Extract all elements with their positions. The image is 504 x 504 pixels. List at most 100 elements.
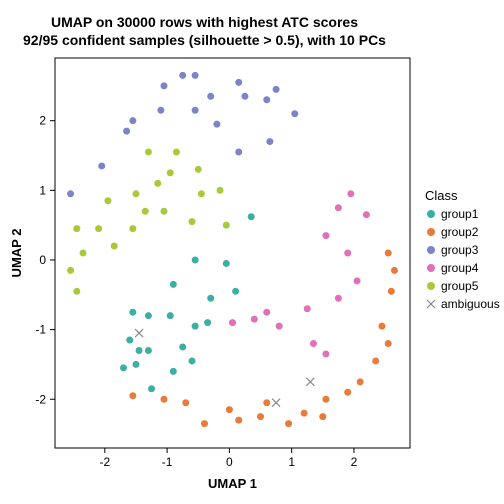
- point-group5: [195, 166, 202, 173]
- point-group5: [111, 243, 118, 250]
- point-group4: [344, 250, 351, 257]
- point-group2: [301, 410, 308, 417]
- point-group5: [73, 288, 80, 295]
- point-group1: [223, 260, 230, 267]
- point-group1: [207, 295, 214, 302]
- point-group5: [160, 208, 167, 215]
- point-group5: [73, 225, 80, 232]
- legend-label-ambiguous: ambiguous: [441, 297, 500, 311]
- point-group2: [322, 396, 329, 403]
- point-group1: [148, 385, 155, 392]
- point-group1: [192, 323, 199, 330]
- point-group2: [391, 267, 398, 274]
- x-tick-label: 0: [226, 455, 233, 469]
- point-group1: [167, 312, 174, 319]
- point-group5: [217, 187, 224, 194]
- point-group3: [207, 93, 214, 100]
- point-group2: [344, 389, 351, 396]
- legend-swatch-group5: [427, 282, 435, 290]
- point-group4: [322, 232, 329, 239]
- point-group2: [263, 399, 270, 406]
- point-group5: [104, 197, 111, 204]
- point-group2: [226, 406, 233, 413]
- point-group1: [120, 364, 127, 371]
- point-group1: [192, 256, 199, 263]
- point-group5: [154, 180, 161, 187]
- point-group5: [129, 225, 136, 232]
- point-group1: [129, 309, 136, 316]
- point-group2: [160, 396, 167, 403]
- point-group5: [95, 225, 102, 232]
- point-group5: [132, 190, 139, 197]
- point-group4: [251, 316, 258, 323]
- point-group3: [192, 107, 199, 114]
- point-group1: [170, 368, 177, 375]
- point-group1: [145, 312, 152, 319]
- point-group3: [123, 128, 130, 135]
- point-group3: [266, 138, 273, 145]
- point-group1: [179, 344, 186, 351]
- point-group1: [145, 347, 152, 354]
- point-group2: [182, 399, 189, 406]
- point-group4: [347, 190, 354, 197]
- point-group5: [198, 190, 205, 197]
- x-axis-label: UMAP 1: [208, 476, 257, 491]
- point-group4: [276, 323, 283, 330]
- y-tick-label: 1: [39, 183, 46, 197]
- y-axis-label: UMAP 2: [9, 229, 24, 278]
- point-group3: [273, 86, 280, 93]
- point-group5: [145, 149, 152, 156]
- x-tick-label: -1: [162, 455, 173, 469]
- point-group3: [235, 149, 242, 156]
- point-group2: [285, 420, 292, 427]
- legend-label-group1: group1: [441, 207, 479, 221]
- point-group2: [378, 323, 385, 330]
- point-group3: [213, 121, 220, 128]
- point-group5: [167, 169, 174, 176]
- point-group2: [201, 420, 208, 427]
- point-group2: [385, 340, 392, 347]
- point-group4: [229, 319, 236, 326]
- point-group3: [179, 72, 186, 79]
- point-group1: [248, 213, 255, 220]
- point-group2: [372, 357, 379, 364]
- point-group2: [319, 413, 326, 420]
- point-group5: [173, 149, 180, 156]
- point-group2: [129, 392, 136, 399]
- legend-label-group3: group3: [441, 243, 479, 257]
- point-group3: [235, 79, 242, 86]
- point-group3: [263, 96, 270, 103]
- point-group1: [232, 288, 239, 295]
- legend-swatch-group2: [427, 228, 435, 236]
- point-group3: [98, 162, 105, 169]
- x-tick-label: 2: [351, 455, 358, 469]
- point-group3: [129, 117, 136, 124]
- legend-label-group4: group4: [441, 261, 479, 275]
- point-group5: [80, 250, 87, 257]
- point-group3: [67, 190, 74, 197]
- point-group1: [132, 361, 139, 368]
- chart-container: UMAP on 30000 rows with highest ATC scor…: [0, 0, 504, 504]
- point-group5: [223, 222, 230, 229]
- point-group2: [257, 413, 264, 420]
- legend-title: Class: [425, 188, 458, 203]
- plot-border: [55, 58, 410, 448]
- x-tick-label: -2: [99, 455, 110, 469]
- point-group1: [126, 337, 133, 344]
- legend-swatch-group4: [427, 264, 435, 272]
- y-tick-label: -2: [35, 392, 46, 406]
- legend-label-group5: group5: [441, 279, 479, 293]
- point-group2: [388, 288, 395, 295]
- point-group4: [310, 340, 317, 347]
- legend-swatch-group3: [427, 246, 435, 254]
- point-group2: [357, 378, 364, 385]
- y-tick-label: 2: [39, 114, 46, 128]
- point-group4: [304, 305, 311, 312]
- point-group5: [142, 208, 149, 215]
- point-group3: [241, 93, 248, 100]
- point-group4: [322, 350, 329, 357]
- point-group4: [263, 309, 270, 316]
- point-group4: [335, 295, 342, 302]
- point-group1: [170, 281, 177, 288]
- point-group3: [291, 110, 298, 117]
